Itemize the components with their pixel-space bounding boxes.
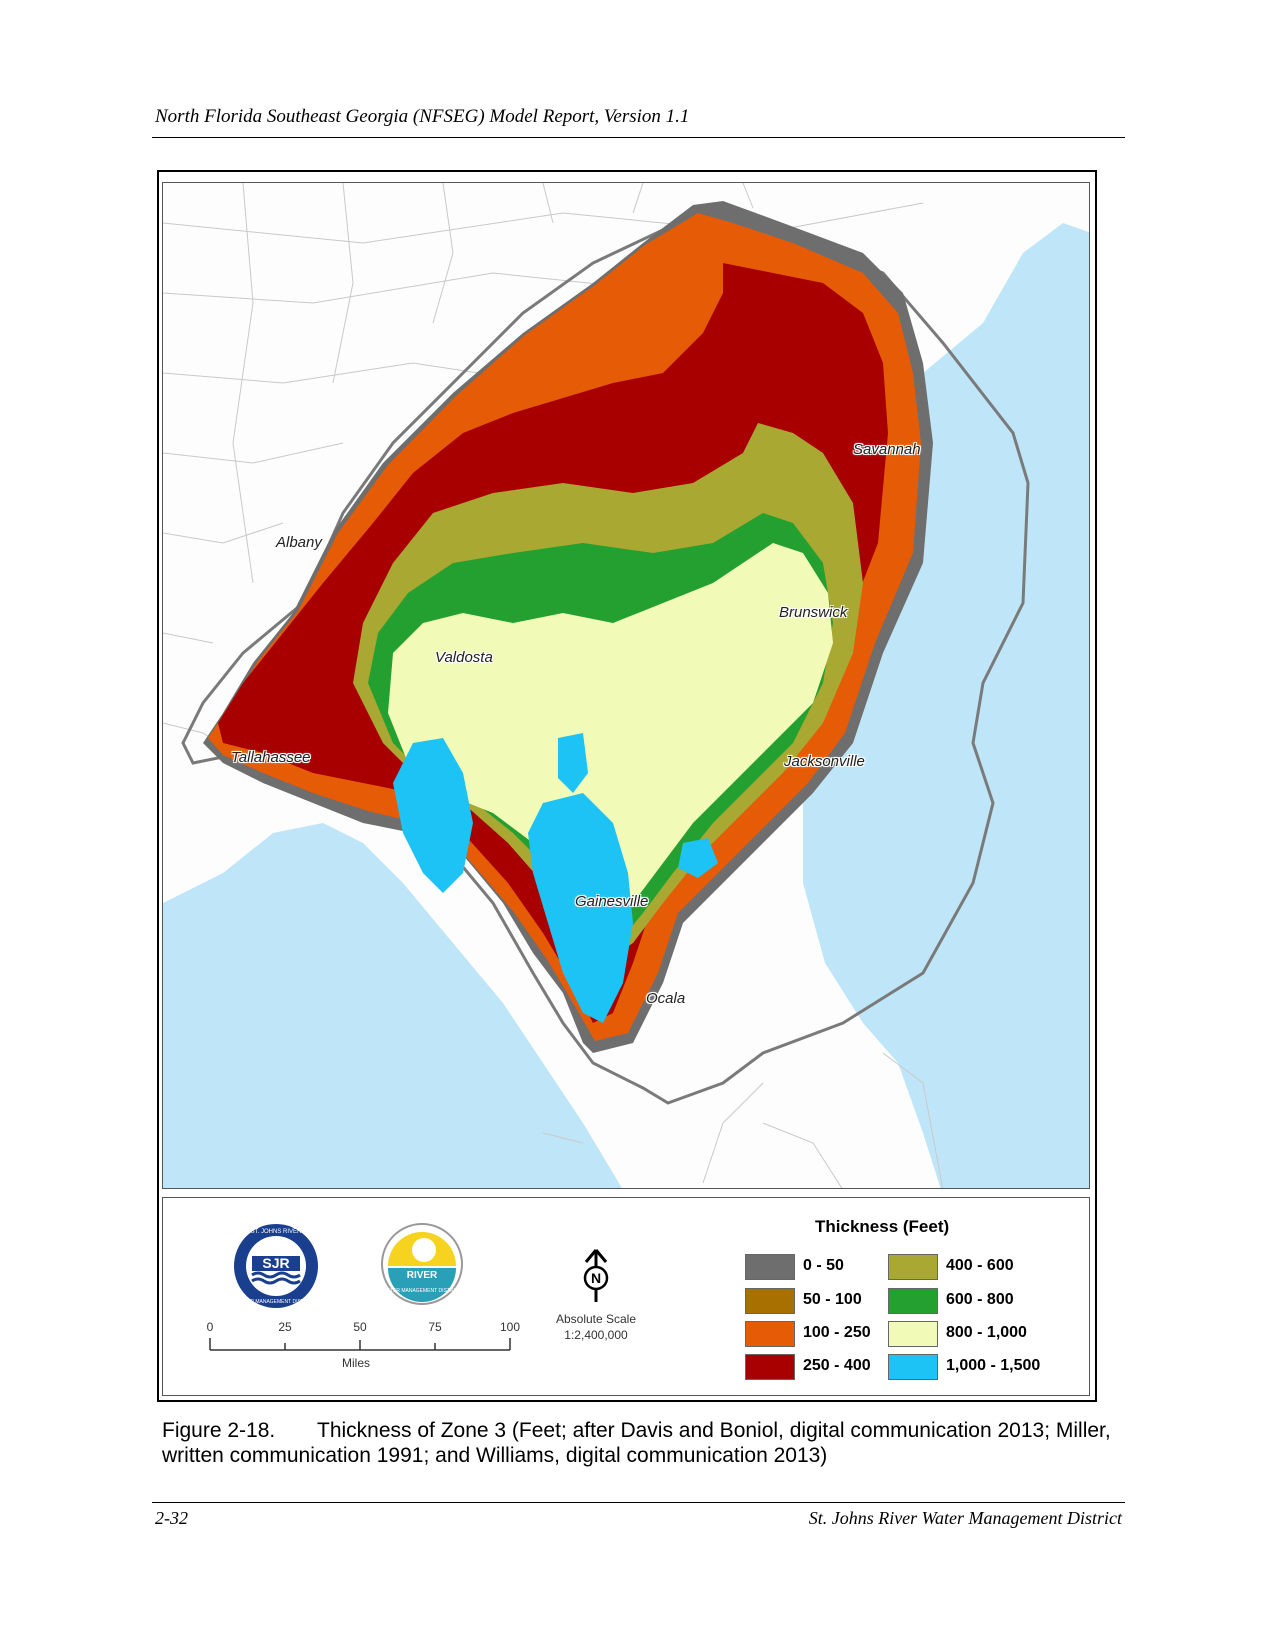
legend-swatch: [745, 1254, 795, 1280]
zone-1000-1500-d: [678, 838, 718, 878]
legend-swatch: [745, 1288, 795, 1314]
legend-swatch: [888, 1254, 938, 1280]
north-arrow: N: [578, 1248, 614, 1304]
scale-bar-line: [209, 1338, 511, 1351]
legend-item-800-1000: 800 - 1,000: [888, 1320, 1063, 1348]
zone-1000-1500-a: [393, 738, 473, 893]
sjr-logo-ring-bottom: WATER MANAGEMENT DISTRICT: [236, 1299, 315, 1305]
legend-item-600-800: 600 - 800: [888, 1287, 1063, 1315]
city-label-savannah: Savannah: [853, 441, 921, 458]
city-label-valdosta: Valdosta: [435, 649, 493, 666]
city-label-jacksonville: Jacksonville: [784, 753, 865, 770]
legend-swatch: [888, 1321, 938, 1347]
legend-item-250-400: 250 - 400: [745, 1353, 885, 1381]
legend-swatch: [888, 1288, 938, 1314]
gulf-of-mexico: [163, 823, 622, 1188]
sjr-logo-ring-top: ST. JOHNS RIVER: [251, 1229, 302, 1235]
footer-organization: St. Johns River Water Management Distric…: [808, 1508, 1122, 1528]
scale-tick-25: 25: [278, 1320, 292, 1334]
scale-units: Miles: [342, 1356, 371, 1370]
city-label-albany: Albany: [276, 534, 322, 551]
footer-rule: [152, 1502, 1125, 1503]
zone-800-1000: [388, 543, 833, 923]
srwmd-logo: RIVER WATER MANAGEMENT DISTRICT: [380, 1222, 464, 1306]
legend-label: 50 - 100: [803, 1291, 862, 1308]
zone-1000-1500-c: [558, 733, 588, 793]
scale-tick-50: 50: [353, 1320, 367, 1334]
scale-bar: 0 25 50 75 100 Miles: [206, 1320, 528, 1370]
legend-item-400-600: 400 - 600: [888, 1253, 1063, 1281]
legend-item-1000-1500: 1,000 - 1,500: [888, 1353, 1063, 1381]
city-label-tallahassee: Tallahassee: [231, 749, 311, 766]
srwmd-logo-ring-bottom: WATER MANAGEMENT DISTRICT: [382, 1288, 461, 1294]
legend-swatch: [888, 1354, 938, 1380]
sjr-logo: SJR ST. JOHNS RIVER WATER MANAGEMENT DIS…: [232, 1222, 320, 1310]
legend-item-100-250: 100 - 250: [745, 1320, 885, 1348]
legend-swatch: [745, 1321, 795, 1347]
legend-label: 400 - 600: [946, 1257, 1014, 1274]
city-label-brunswick: Brunswick: [779, 604, 848, 621]
legend-label: 0 - 50: [803, 1257, 844, 1274]
figure-number: Figure 2-18.: [162, 1419, 276, 1442]
legend-label: 600 - 800: [946, 1291, 1014, 1308]
city-label-ocala: Ocala: [646, 990, 686, 1007]
thickness-map: [163, 183, 1089, 1188]
model-boundary: [181, 209, 1030, 1105]
legend-item-50-100: 50 - 100: [745, 1287, 885, 1315]
north-arrow-letter: N: [591, 1270, 601, 1286]
city-label-gainesville: Gainesville: [575, 893, 649, 910]
absolute-scale: Absolute Scale 1:2,400,000: [550, 1311, 642, 1343]
absolute-scale-value: 1:2,400,000: [564, 1328, 628, 1342]
north-arrow-icon: N: [583, 1249, 609, 1302]
legend-label: 100 - 250: [803, 1324, 871, 1341]
legend-swatch: [745, 1354, 795, 1380]
page-number: 2-32: [155, 1508, 188, 1528]
sjr-logo-text: SJR: [262, 1255, 289, 1271]
legend-label: 1,000 - 1,500: [946, 1357, 1041, 1374]
legend-item-0-50: 0 - 50: [745, 1253, 885, 1281]
figure-caption: Figure 2-18. Thickness of Zone 3 (Feet; a…: [162, 1418, 1132, 1468]
map-panel: Savannah Albany Brunswick Valdosta Talla…: [162, 182, 1090, 1189]
legend-label: 250 - 400: [803, 1357, 871, 1374]
legend-label: 800 - 1,000: [946, 1324, 1027, 1341]
absolute-scale-label: Absolute Scale: [555, 1312, 637, 1326]
scale-tick-0: 0: [206, 1320, 214, 1334]
header-rule: [152, 137, 1125, 138]
figure-caption-text: Thickness of Zone 3 (Feet; after Davis a…: [162, 1419, 1111, 1467]
legend-title: Thickness (Feet): [815, 1217, 950, 1236]
scale-tick-75: 75: [428, 1320, 442, 1334]
scale-tick-100: 100: [499, 1320, 521, 1334]
zone-1000-1500-b: [528, 793, 633, 1023]
srwmd-logo-text: RIVER: [407, 1270, 438, 1281]
running-header: North Florida Southeast Georgia (NFSEG) …: [155, 106, 690, 127]
